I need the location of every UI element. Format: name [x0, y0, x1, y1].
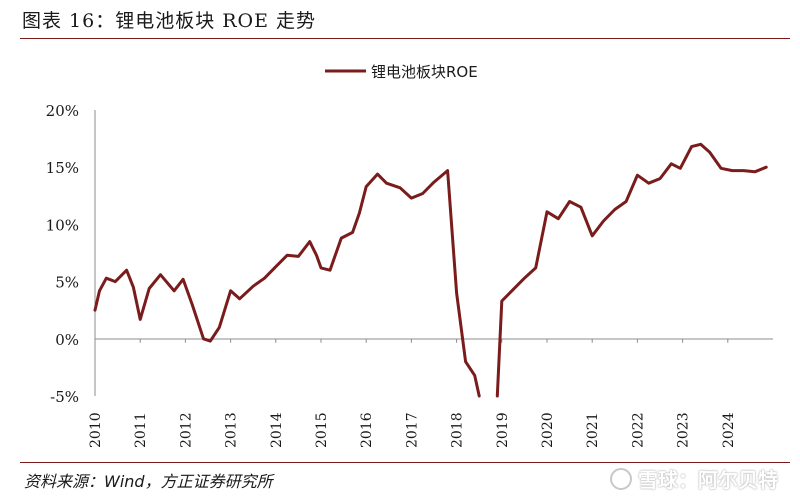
y-tick-labels: 20% 15% 10% 5% 0% -5%: [46, 102, 79, 406]
series-line-segment: [93, 169, 481, 398]
x-tick-label: 2011: [133, 412, 149, 448]
x-tick-label: 2022: [630, 412, 646, 448]
y-tick-label: 15%: [46, 159, 79, 177]
x-tick-label: 2012: [178, 412, 194, 448]
footer-divider: [20, 462, 790, 463]
legend-label: 锂电池板块ROE: [371, 63, 478, 81]
x-tick-label: 2010: [88, 412, 104, 448]
legend: 锂电池板块ROE: [325, 63, 478, 81]
x-tick-label: 2023: [676, 412, 692, 448]
series-line-segment: [495, 142, 768, 398]
x-tick-label: 2014: [269, 412, 285, 448]
figure-header: 图表 16：锂电池板块 ROE 走势: [0, 0, 800, 38]
y-tick-label: 0%: [55, 331, 79, 349]
series-group: [93, 142, 768, 398]
x-tick-label: 2015: [314, 412, 330, 448]
header-divider: [20, 38, 790, 39]
x-tick-label: 2016: [359, 412, 375, 448]
y-tick-label: 20%: [46, 102, 79, 120]
roe-line-chart: 锂电池板块ROE 20%15%10%5%0%-5% 2010 2011 2012 20…: [46, 63, 773, 448]
figure-title: 图表 16：锂电池板块 ROE 走势: [22, 10, 317, 32]
y-tick-label: 5%: [55, 274, 79, 292]
source-note: 资料来源：Wind，方正证券研究所: [24, 472, 273, 491]
watermark-text: 雪球：阿尔贝特: [638, 468, 778, 492]
x-tick-label: 2018: [450, 412, 466, 448]
x-tick-label: 2024: [721, 412, 737, 448]
chart-container: 锂电池板块ROE 20% 15% 10% 5% 0% -5% 2010 2011 2012 20…: [0, 42, 800, 460]
x-tick-label: 2021: [585, 412, 601, 448]
x-tick-label: 2013: [224, 412, 240, 448]
x-tick-label: 2019: [495, 412, 511, 448]
y-tick-label: -5%: [50, 388, 79, 406]
x-tick-label: 2017: [404, 412, 420, 448]
x-tick-label: 2020: [540, 412, 556, 448]
y-tick-label: 10%: [46, 216, 79, 234]
watermark: 雪球：阿尔贝特: [610, 464, 778, 493]
snowball-logo-icon: [610, 467, 632, 490]
x-tick-labels: 2010 2011 2012 2013 2014 2015 2016 2017 2018 2019…: [88, 338, 737, 448]
